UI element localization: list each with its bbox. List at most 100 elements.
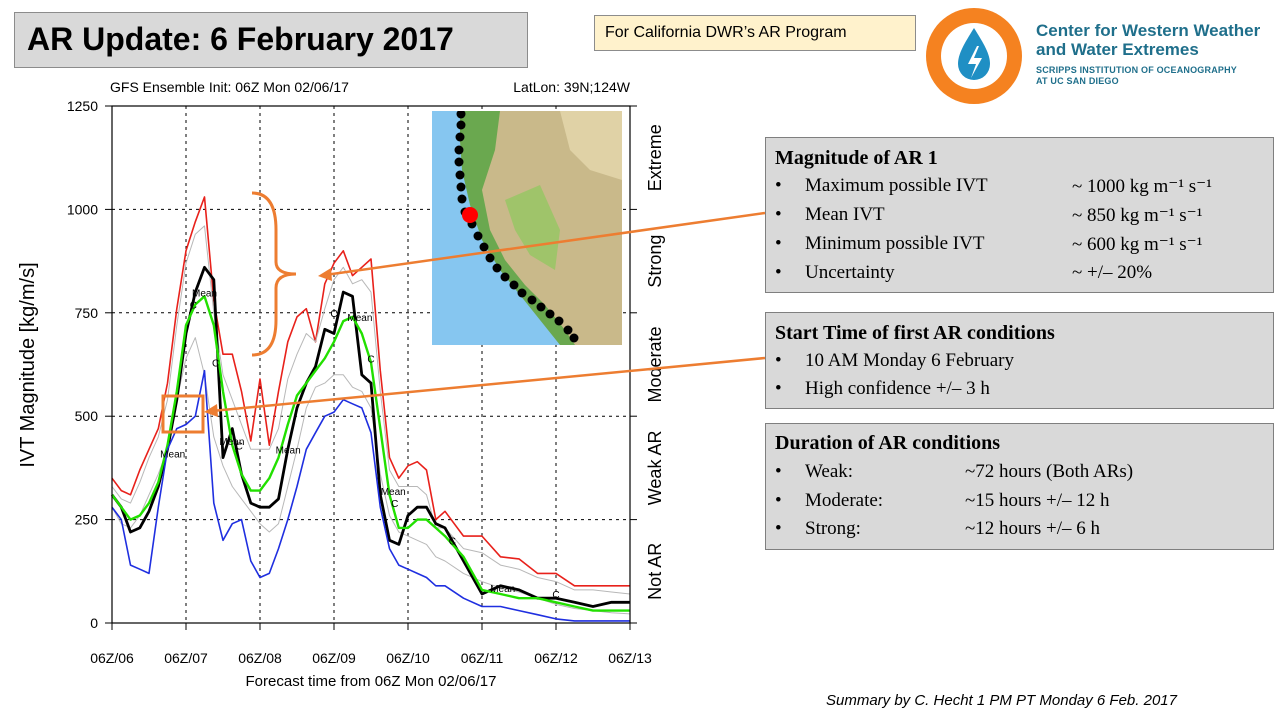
chart-series [110, 196, 631, 622]
magnitude-item-value: ~ +/– 20% [1072, 262, 1153, 283]
ar-category-label: Weak AR [645, 431, 665, 506]
series-label: Mean [219, 437, 244, 448]
y-tick-label: 1250 [67, 98, 98, 114]
map-valley [505, 185, 560, 270]
bullet: • [775, 350, 782, 371]
ar-category-label: Not AR [645, 543, 665, 600]
bullet: • [775, 204, 782, 225]
map-inset [432, 111, 622, 345]
org-name-line2: and Water Extremes [1036, 40, 1199, 59]
magnitude-arrowhead [318, 268, 332, 281]
start-time-box: Start Time of first AR conditions • 10 A… [765, 312, 1274, 409]
series-line-spread [111, 337, 631, 615]
y-tick-label: 750 [75, 305, 99, 321]
x-tick-label: 06Z/07 [164, 650, 208, 666]
coast-point [457, 194, 467, 204]
x-tick-label: 06Z/09 [312, 650, 356, 666]
series-label: Mean [381, 487, 406, 498]
plot-frame [111, 105, 631, 624]
org-subtitle: SCRIPPS INSTITUTION OF OCEANOGRAPHY AT U… [1036, 65, 1237, 87]
bullet: • [775, 262, 782, 283]
coast-point [456, 120, 466, 130]
coast-point [569, 333, 579, 343]
ar-category-labels: Not AR Weak AR Moderate Strong Extreme [645, 124, 665, 600]
start-time-item-text: 10 AM Monday 6 February [805, 350, 1014, 371]
coast-point [545, 309, 555, 319]
magnitude-item-label: Uncertainty [805, 262, 895, 283]
series-line-max [111, 196, 630, 587]
coast-point [554, 316, 564, 326]
coast-point [454, 145, 464, 155]
magnitude-bracket [251, 191, 297, 357]
start-time-heading: Start Time of first AR conditions [775, 322, 1055, 344]
duration-item-label: Weak: [805, 461, 854, 482]
chart-xlabel: Forecast time from 06Z Mon 02/06/17 [246, 673, 497, 690]
chart-title: GFS Ensemble Init: 06Z Mon 02/06/17 [110, 79, 349, 95]
coast-point [517, 288, 527, 298]
bullet: • [775, 233, 782, 254]
y-tick-label: 250 [75, 512, 99, 528]
x-tick-label: 06Z/11 [461, 650, 504, 666]
magnitude-item-label: Maximum possible IVT [805, 175, 988, 196]
series-label: Mean [192, 288, 217, 299]
footer-credit: Summary by C. Hecht 1 PM PT Monday 6 Feb… [826, 692, 1177, 709]
x-tick-label: 06Z/08 [238, 650, 282, 666]
chart-latlon: LatLon: 39N;124W [513, 79, 631, 95]
series-label: C [367, 354, 374, 365]
duration-item-value: ~72 hours (Both ARs) [965, 461, 1134, 482]
magnitude-item-label: Minimum possible IVT [805, 233, 985, 254]
bullet: • [775, 518, 782, 539]
magnitude-item-value: ~ 850 kg m⁻¹ s⁻¹ [1072, 205, 1203, 226]
series-line-control [111, 295, 630, 612]
coast-point [455, 170, 465, 180]
start-time-highlight [161, 394, 205, 434]
coast-point [455, 132, 465, 142]
chart-ylabel: IVT Magnitude [kg/m/s] [17, 262, 39, 467]
title-box: AR Update: 6 February 2017 [14, 12, 528, 68]
series-label: C [552, 590, 559, 601]
series-label: Mean [276, 445, 301, 456]
series-label: C [236, 441, 243, 452]
map-basin [560, 111, 622, 180]
series-line-spread [111, 225, 631, 595]
magnitude-arrow [324, 211, 766, 277]
page-title: AR Update: 6 February 2017 [27, 21, 454, 57]
series-label: C [330, 309, 337, 320]
coast-point [527, 295, 537, 305]
duration-item-label: Moderate: [805, 490, 884, 511]
x-tick-label: 06Z/13 [608, 650, 652, 666]
series-label: C [212, 359, 219, 370]
coast-point [456, 111, 466, 119]
coast-point [536, 302, 546, 312]
org-sub-line1: SCRIPPS INSTITUTION OF OCEANOGRAPHY [1036, 65, 1238, 75]
duration-heading: Duration of AR conditions [775, 432, 1001, 454]
y-tick-label: 500 [75, 408, 99, 424]
start-time-arrowhead [204, 404, 218, 417]
coast-point [454, 157, 464, 167]
y-tick-label: 0 [90, 615, 98, 631]
org-sub-line2: AT UC SAN DIEGO [1036, 76, 1119, 86]
bullet: • [775, 378, 782, 399]
series-label: C [449, 536, 456, 547]
program-note-box: For California DWR’s AR Program [594, 15, 916, 51]
start-time-item-text: High confidence +/– 3 h [805, 378, 990, 399]
series-line-min [111, 369, 630, 622]
x-tick-label: 06Z/10 [386, 650, 430, 666]
ar-category-label: Extreme [645, 124, 665, 191]
water-drop-logo-icon [926, 8, 1022, 104]
coast-point [509, 280, 519, 290]
org-name: Center for Western Weather and Water Ext… [1036, 21, 1260, 59]
coast-point [500, 272, 510, 282]
bullet: • [775, 461, 782, 482]
magnitude-item-value: ~ 1000 kg m⁻¹ s⁻¹ [1072, 176, 1212, 197]
coast-point [456, 182, 466, 192]
map-coast-forest [460, 111, 575, 345]
location-marker [462, 207, 478, 223]
magnitude-heading: Magnitude of AR 1 [775, 147, 938, 169]
bullet: • [775, 175, 782, 196]
magnitude-box: Magnitude of AR 1 • Maximum possible IVT… [765, 137, 1274, 293]
duration-item-value: ~12 hours +/– 6 h [965, 518, 1100, 539]
coast-point [492, 263, 502, 273]
